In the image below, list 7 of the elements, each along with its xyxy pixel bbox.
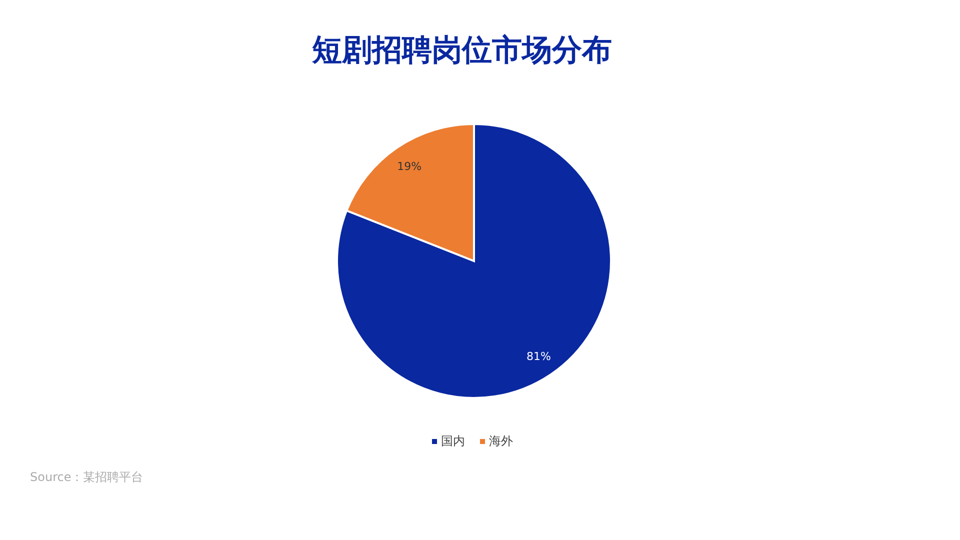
- legend-label: 海外: [489, 434, 513, 448]
- data-label: 19%: [397, 160, 422, 173]
- legend-label: 国内: [441, 434, 465, 448]
- chart-title: 短剧招聘岗位市场分布: [311, 33, 612, 68]
- source-note: Source：某招聘平台: [30, 470, 144, 484]
- pie-slice: [336, 123, 612, 399]
- data-label: 81%: [526, 350, 551, 364]
